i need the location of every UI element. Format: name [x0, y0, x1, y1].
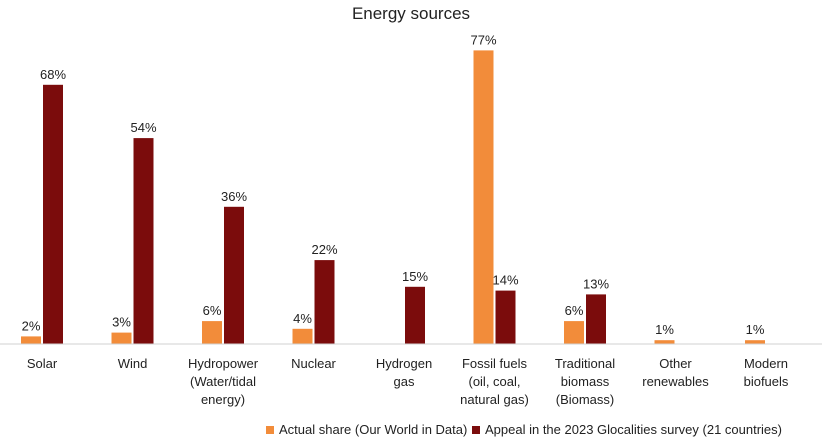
category-labels-group: Solar Wind Hydropower (Water/tidal energy) Nu…	[27, 356, 789, 407]
category-label-line: Solar	[27, 356, 58, 371]
value-labels-group: 2% 68% 3% 54% 6% 36% 4% 22% 15% 77% 14% 6% 13% 1% 1%	[22, 32, 765, 337]
chart-title: Energy sources	[351, 4, 471, 23]
category-label-2: Hydropower (Water/tidal energy)	[188, 356, 259, 407]
bars-group	[21, 50, 765, 345]
value-label-actual-7: 1%	[655, 322, 674, 337]
category-label-line: (Water/tidal	[190, 374, 256, 389]
category-label-line: Wind	[118, 356, 148, 371]
bar-appeal-1	[133, 138, 154, 344]
bar-actual-1	[111, 332, 132, 344]
bar-actual-2	[202, 321, 222, 344]
bar-actual-0	[21, 336, 41, 344]
bar-appeal-0	[43, 84, 63, 345]
bar-actual-5	[473, 50, 494, 345]
value-label-appeal-5: 14%	[492, 273, 518, 288]
category-label-8: Modern biofuels	[744, 356, 789, 389]
category-label-line: biofuels	[744, 374, 789, 389]
value-label-appeal-1: 54%	[130, 120, 156, 135]
value-label-actual-5: 77%	[470, 32, 496, 47]
value-label-actual-6: 6%	[565, 303, 584, 318]
category-label-6: Traditional biomass (Biomass)	[555, 356, 615, 407]
bar-appeal-5	[495, 290, 516, 344]
category-label-5: Fossil fuels (oil, coal, natural gas)	[460, 356, 529, 407]
category-label-3: Nuclear	[291, 356, 336, 371]
bar-appeal-6	[586, 294, 606, 344]
value-label-appeal-0: 68%	[40, 67, 66, 82]
legend-item-appeal: Appeal in the 2023 Glocalities survey (2…	[472, 422, 782, 437]
category-label-line: biomass	[561, 374, 610, 389]
legend-label-actual-share: Actual share (Our World in Data)	[279, 422, 468, 437]
category-label-line: Hydropower	[188, 356, 259, 371]
bar-appeal-4	[405, 286, 425, 344]
category-label-1: Wind	[118, 356, 148, 371]
category-label-line: Other	[659, 356, 692, 371]
bar-actual-7	[654, 340, 675, 344]
category-label-4: Hydrogen gas	[376, 356, 432, 389]
category-label-line: natural gas)	[460, 392, 529, 407]
category-label-line: Nuclear	[291, 356, 336, 371]
legend-item-actual-share: Actual share (Our World in Data)	[266, 422, 467, 437]
value-label-appeal-3: 22%	[311, 242, 337, 257]
category-label-line: renewables	[642, 374, 709, 389]
value-label-actual-1: 3%	[112, 315, 131, 330]
category-label-line: Traditional	[555, 356, 615, 371]
value-label-actual-8: 1%	[746, 322, 765, 337]
category-label-line: Hydrogen	[376, 356, 432, 371]
legend-swatch-appeal	[472, 425, 480, 434]
value-label-appeal-2: 36%	[221, 189, 247, 204]
category-label-line: Fossil fuels	[462, 356, 528, 371]
bar-actual-3	[292, 328, 313, 345]
bar-actual-6	[564, 321, 584, 344]
category-label-0: Solar	[27, 356, 58, 371]
bar-actual-8	[745, 340, 765, 344]
legend-label-appeal: Appeal in the 2023 Glocalities survey (2…	[485, 422, 782, 437]
category-label-line: gas	[394, 374, 415, 389]
category-label-line: (Biomass)	[556, 392, 615, 407]
bar-appeal-3	[314, 260, 335, 344]
category-label-line: Modern	[744, 356, 788, 371]
legend-swatch-actual-share	[266, 425, 274, 434]
category-label-line: energy)	[201, 392, 245, 407]
category-label-7: Other renewables	[642, 356, 709, 389]
value-label-appeal-4: 15%	[402, 269, 428, 284]
bar-appeal-2	[224, 206, 244, 345]
value-label-actual-3: 4%	[293, 311, 312, 326]
value-label-actual-0: 2%	[22, 318, 41, 333]
category-label-line: (oil, coal,	[468, 374, 520, 389]
value-label-actual-2: 6%	[203, 303, 222, 318]
value-label-appeal-6: 13%	[583, 276, 609, 291]
